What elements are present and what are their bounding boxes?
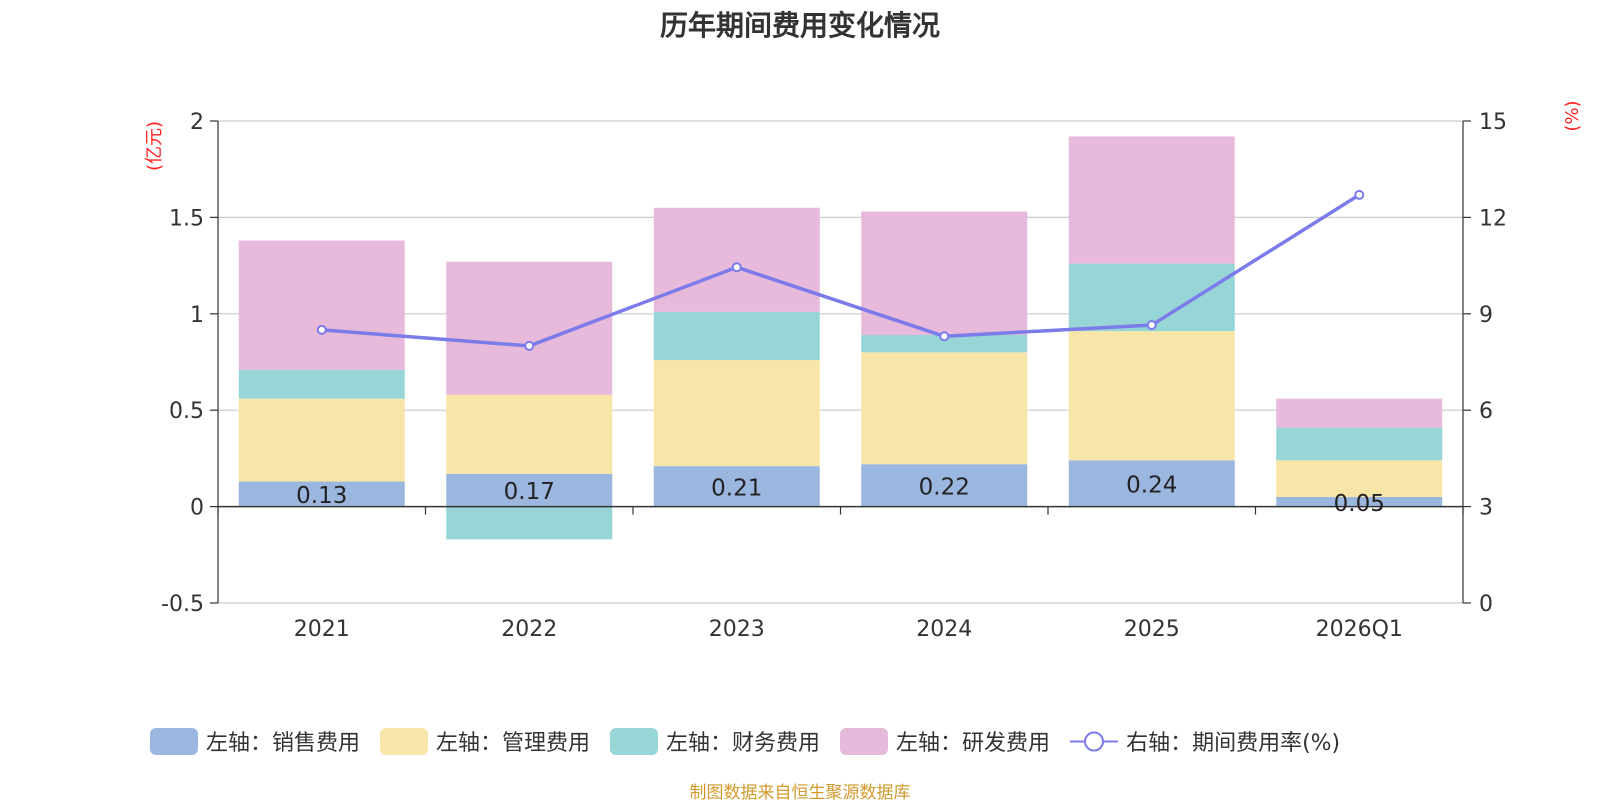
expense-rate-point-2021	[316, 324, 327, 335]
category-label-2026Q1: 2026Q1	[1316, 617, 1403, 642]
right-axis-tick-label: 3	[1479, 496, 1493, 521]
bar-finance-2022	[446, 506, 613, 540]
right-axis-unit-label: (%)	[1562, 100, 1583, 131]
legend-swatch-sales	[150, 727, 198, 755]
bar-admin-2024	[861, 352, 1028, 465]
legend-swatch-finance	[610, 727, 659, 755]
legend: 左轴：销售费用 左轴：管理费用 左轴：财务费用 左轴：研发费用 右轴：期间费用率…	[150, 724, 1340, 758]
legend-item-admin[interactable]: 左轴：管理费用	[380, 725, 590, 757]
expense-rate-point-2023	[731, 262, 742, 273]
bar-admin-2026Q1	[1276, 460, 1443, 497]
legend-label-finance: 左轴：财务费用	[666, 731, 821, 756]
legend-label-rnd: 左轴：研发费用	[896, 731, 1051, 756]
bar-finance-2026Q1	[1276, 427, 1443, 461]
bar-sales-2024	[861, 464, 1028, 507]
bar-sales-2026Q1	[1276, 496, 1443, 507]
data-label-sales-2025: 0.24	[1126, 472, 1177, 498]
legend-swatch-admin	[380, 727, 429, 755]
right-axis-tick-label: 0	[1479, 592, 1493, 617]
bar-finance-2021	[238, 369, 405, 399]
category-label-2021: 2021	[294, 617, 350, 642]
category-label-2023: 2023	[709, 617, 765, 642]
legend-item-rnd[interactable]: 左轴：研发费用	[840, 725, 1050, 757]
data-label-sales-2021: 0.13	[296, 483, 347, 509]
legend-item-sales[interactable]: 左轴：销售费用	[150, 725, 360, 757]
bar-rnd-2023	[653, 207, 820, 312]
bar-sales-2025	[1068, 460, 1235, 507]
left-axis-unit-label: (亿元)	[144, 121, 165, 171]
category-label-2024: 2024	[916, 617, 972, 642]
chart-title: 历年期间费用变化情况	[659, 9, 940, 42]
data-label-sales-2024: 0.22	[919, 474, 970, 500]
expense-rate-point-2024	[939, 331, 950, 342]
bar-admin-2022	[446, 394, 613, 474]
bar-sales-2022	[446, 473, 613, 507]
category-label-2022: 2022	[501, 617, 557, 642]
expense-rate-point-2022	[524, 340, 535, 351]
bar-rnd-2021	[238, 240, 405, 370]
left-axis-tick-label: 0.5	[169, 399, 204, 424]
right-axis-tick-label: 15	[1479, 110, 1507, 135]
bar-admin-2025	[1068, 331, 1235, 461]
right-axis-tick-label: 6	[1479, 399, 1493, 424]
left-axis-tick-label: 1.5	[169, 206, 204, 231]
right-axis-tick-label: 12	[1479, 206, 1507, 231]
bar-sales-2021	[238, 481, 405, 507]
data-source-note: 制图数据来自恒生聚源数据库	[689, 783, 911, 803]
legend-swatch-rnd	[840, 727, 889, 755]
left-axis-tick-label: 2	[190, 110, 204, 135]
data-label-sales-2023: 0.21	[711, 475, 762, 501]
data-label-sales-2026Q1: 0.05	[1334, 491, 1385, 517]
legend-label-sales: 左轴：销售费用	[206, 731, 361, 756]
right-axis-tick-label: 9	[1479, 303, 1493, 328]
bar-rnd-2022	[446, 261, 613, 395]
bar-rnd-2026Q1	[1276, 398, 1443, 428]
legend-line-marker-icon	[1070, 731, 1119, 751]
bar-admin-2023	[653, 360, 820, 467]
legend-label-expense-rate: 右轴：期间费用率(%)	[1126, 731, 1341, 756]
bar-rnd-2025	[1068, 136, 1235, 264]
legend-item-finance[interactable]: 左轴：财务费用	[610, 725, 820, 757]
expense-rate-point-2026Q1	[1354, 189, 1365, 200]
left-axis-tick-label: -0.5	[161, 592, 204, 617]
bar-finance-2024	[861, 335, 1028, 353]
left-axis-tick-label: 1	[190, 303, 204, 328]
bar-finance-2023	[653, 311, 820, 361]
bar-rnd-2024	[861, 211, 1028, 336]
expense-rate-line	[321, 193, 1361, 348]
expense-rate-point-2025	[1146, 320, 1157, 331]
legend-item-expense-rate[interactable]: 右轴：期间费用率(%)	[1070, 725, 1340, 757]
bar-admin-2021	[238, 398, 405, 482]
bar-sales-2023	[653, 466, 820, 507]
legend-label-admin: 左轴：管理费用	[436, 731, 591, 756]
left-axis-tick-label: 0	[190, 496, 204, 521]
category-label-2025: 2025	[1124, 617, 1180, 642]
data-label-sales-2022: 0.17	[504, 479, 555, 505]
bar-finance-2025	[1068, 263, 1235, 332]
